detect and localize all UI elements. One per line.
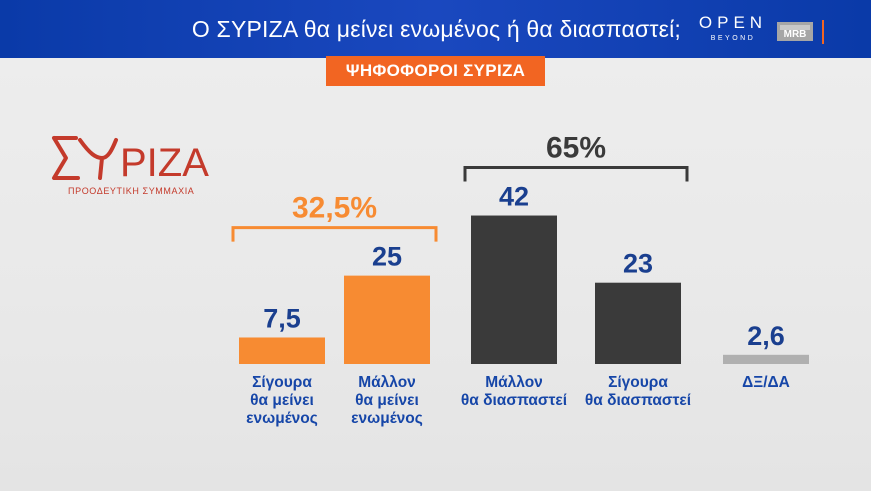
bar-5 xyxy=(723,354,809,364)
bar-3 xyxy=(471,215,557,364)
category-label-3: Μάλλον θα διασπαστεί xyxy=(460,374,568,409)
category-label-1: Σίγουρα θα μείνει ενωμένος xyxy=(246,374,318,427)
party-logo: ΡΙΖΑ ΠΡΟΟΔΕΥΤΙΚΗ ΣΥΜΜΑΧΙΑ xyxy=(50,132,220,202)
header-divider xyxy=(822,20,824,44)
bar-value-label-2: 25 xyxy=(372,242,402,272)
mrb-logo-text: MRB xyxy=(783,29,807,40)
header-bar: Ο ΣΥΡΙΖΑ θα μείνει ενωμένος ή θα διασπασ… xyxy=(0,0,871,58)
party-logo-wordmark: ΡΙΖΑ xyxy=(52,136,209,182)
bar-2 xyxy=(344,275,430,364)
bar-value-label-5: 2,6 xyxy=(747,321,785,351)
bar-1 xyxy=(239,337,325,364)
page-title: Ο ΣΥΡΙΖΑ θα μείνει ενωμένος ή θα διασπασ… xyxy=(191,15,681,42)
party-logo-tagline: ΠΡΟΟΔΕΥΤΙΚΗ ΣΥΜΜΑΧΙΑ xyxy=(68,186,195,196)
bar-value-label-1: 7,5 xyxy=(263,303,301,333)
bar-4 xyxy=(595,282,681,364)
bar-value-label-3: 42 xyxy=(499,182,529,212)
bar-value-label-4: 23 xyxy=(623,249,653,279)
open-channel-logo: OPEN BEYOND xyxy=(698,12,768,46)
category-label-2: Μάλλον θα μείνει ενωμένος xyxy=(351,374,423,427)
group-bracket-1 xyxy=(231,226,438,242)
party-logo-letters: ΡΙΖΑ xyxy=(120,141,209,182)
open-logo-subtext: BEYOND xyxy=(710,35,756,42)
category-label-4: Σίγουρα θα διασπαστεί xyxy=(584,374,692,409)
group-bracket-2 xyxy=(463,166,689,182)
subtitle-badge: ΨΗΦΟΦΟΡΟΙ ΣΥΡΙΖΑ xyxy=(326,56,545,86)
group-total-label-1: 32,5% xyxy=(292,192,377,225)
group-total-label-2: 65% xyxy=(546,132,606,165)
open-logo-text: OPEN xyxy=(698,13,768,32)
mrb-logo-stripe xyxy=(780,25,810,30)
category-label-5: ΔΞ/ΔΑ xyxy=(742,374,790,391)
mrb-logo: MRB xyxy=(777,22,813,41)
